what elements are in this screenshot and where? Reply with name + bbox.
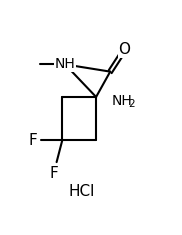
Text: NH: NH [55,57,76,71]
Text: O: O [118,42,130,57]
Text: F: F [28,133,37,148]
Text: 2: 2 [128,99,134,109]
Text: F: F [49,166,58,181]
Text: NH: NH [112,94,132,108]
Text: HCl: HCl [69,184,95,199]
